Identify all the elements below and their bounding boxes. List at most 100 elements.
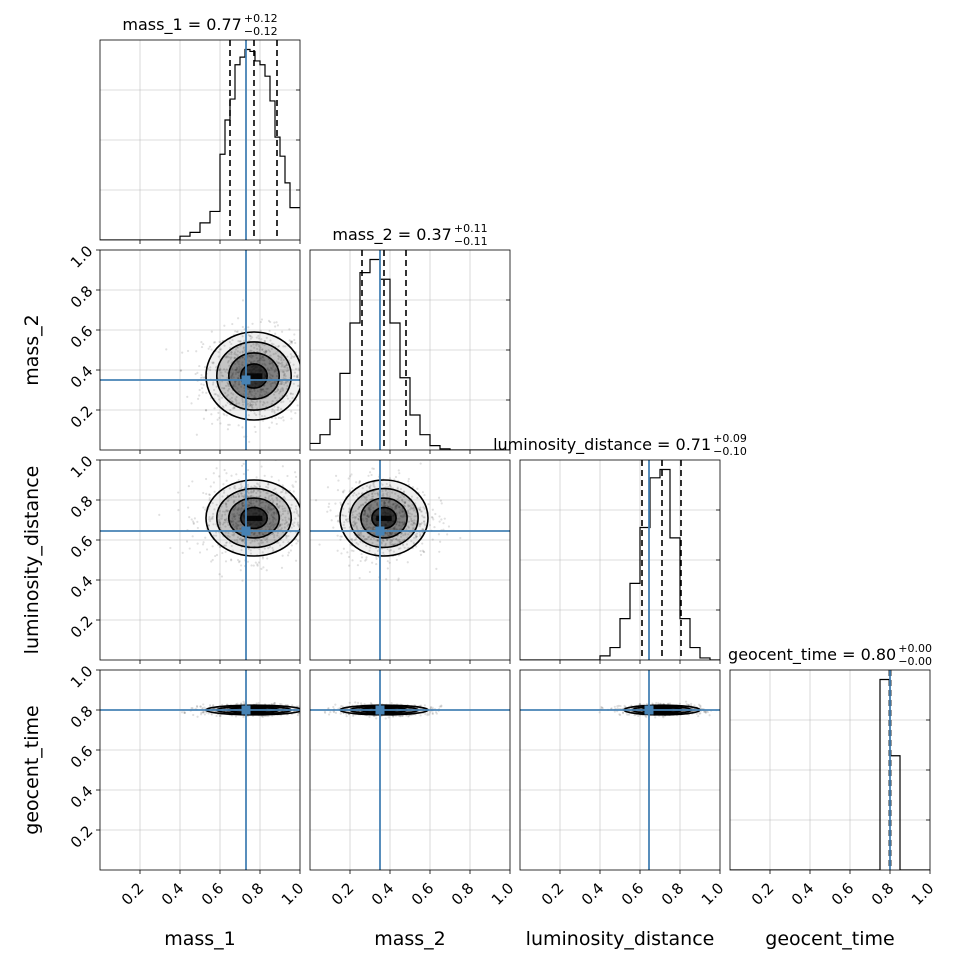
- sample-point: [288, 339, 291, 342]
- sample-point: [362, 535, 365, 538]
- sample-point: [389, 483, 392, 487]
- sample-point: [226, 361, 230, 364]
- sample-point: [372, 506, 375, 510]
- sample-point: [280, 330, 284, 333]
- sample-point: [370, 702, 373, 706]
- sample-point: [239, 483, 242, 486]
- sample-point: [358, 505, 361, 509]
- sample-point: [411, 486, 415, 489]
- sample-point: [419, 553, 423, 556]
- sample-point: [266, 401, 269, 404]
- sample-point: [234, 524, 237, 528]
- sample-point: [217, 519, 221, 522]
- sample-point: [375, 562, 378, 566]
- sample-point: [371, 495, 374, 498]
- sample-point: [390, 702, 393, 705]
- sample-point: [257, 561, 261, 564]
- sample-point: [273, 411, 276, 414]
- sample-point: [272, 494, 275, 497]
- sample-point: [204, 536, 207, 539]
- sample-point: [289, 400, 292, 403]
- sample-point: [405, 543, 409, 546]
- sample-point: [351, 513, 354, 517]
- sample-point: [386, 494, 389, 497]
- sample-point: [294, 411, 297, 415]
- sample-point: [270, 494, 273, 497]
- sample-point: [268, 426, 271, 429]
- sample-point: [256, 390, 259, 393]
- sample-point: [276, 361, 279, 365]
- sample-point: [224, 521, 227, 524]
- sample-point: [388, 477, 392, 480]
- sample-point: [385, 578, 388, 581]
- sample-point: [376, 539, 380, 542]
- scatter-panel-mass_1-geocent_time: [96, 669, 319, 874]
- sample-point: [283, 383, 286, 386]
- histogram-bin: [390, 323, 400, 450]
- sample-point: [238, 340, 241, 343]
- sample-point: [357, 533, 360, 536]
- sample-point: [367, 474, 370, 477]
- sample-point: [298, 384, 300, 387]
- sample-point: [372, 495, 375, 498]
- sample-point: [282, 371, 285, 374]
- sample-point: [421, 491, 425, 494]
- sample-point: [262, 400, 265, 404]
- sample-point: [222, 491, 226, 494]
- sample-point: [240, 539, 243, 542]
- sample-point: [293, 355, 297, 358]
- sample-point: [294, 341, 297, 345]
- sample-point: [342, 523, 345, 527]
- sample-point: [202, 541, 205, 544]
- sample-point: [226, 703, 229, 706]
- sample-point: [270, 342, 274, 345]
- sample-point: [261, 403, 264, 406]
- sample-point: [249, 552, 253, 555]
- sample-point: [403, 515, 406, 518]
- sample-point: [198, 364, 201, 368]
- sample-point: [376, 502, 379, 505]
- histogram-bin: [420, 435, 430, 450]
- sample-point: [274, 369, 277, 372]
- sample-point: [294, 559, 298, 562]
- sample-point: [251, 540, 254, 543]
- sample-point: [390, 533, 393, 537]
- sample-point: [158, 513, 161, 516]
- sample-point: [365, 544, 368, 548]
- sample-point: [383, 499, 386, 502]
- sample-point: [281, 554, 284, 557]
- sample-point: [437, 496, 441, 499]
- sample-point: [417, 507, 420, 510]
- sample-point: [423, 522, 426, 525]
- sample-point: [236, 524, 239, 528]
- scatter-panel-mass_2-luminosity_distance: [309, 459, 511, 664]
- sample-point: [247, 491, 250, 495]
- sample-point: [260, 465, 263, 468]
- sample-point: [290, 356, 293, 360]
- sample-point: [296, 384, 300, 387]
- sample-point: [267, 511, 270, 514]
- sample-point: [228, 387, 231, 390]
- sample-point: [276, 406, 279, 409]
- sample-point: [285, 536, 288, 539]
- sample-point: [227, 531, 230, 535]
- sample-point: [256, 347, 259, 351]
- sample-point: [249, 403, 252, 406]
- sample-point: [317, 717, 319, 719]
- sample-point: [352, 714, 355, 718]
- sample-point: [220, 348, 223, 351]
- sample-point: [234, 380, 237, 384]
- sample-point: [291, 523, 294, 526]
- histogram-bin: [690, 648, 700, 660]
- sample-point: [438, 520, 441, 523]
- histogram-bin: [670, 538, 680, 660]
- sample-point: [209, 518, 212, 521]
- sample-point: [268, 362, 271, 365]
- sample-point: [177, 491, 180, 494]
- sample-point: [386, 538, 389, 541]
- sample-point: [401, 521, 404, 524]
- sample-point: [259, 528, 262, 531]
- sample-point: [284, 492, 287, 495]
- histogram-bin: [285, 183, 290, 240]
- sample-point: [237, 507, 240, 511]
